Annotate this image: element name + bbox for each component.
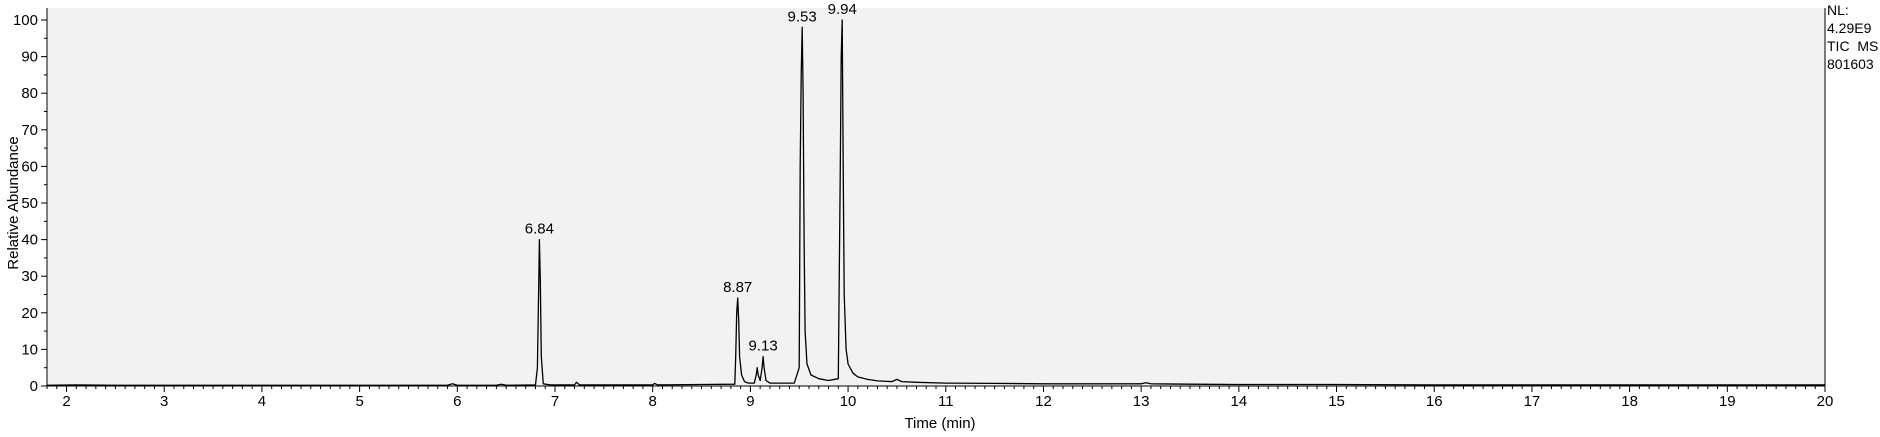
y-tick-label: 40 (21, 232, 38, 249)
plot-area (47, 8, 1825, 386)
x-tick-label: 12 (1035, 393, 1052, 410)
peak-label: 8.87 (723, 279, 752, 296)
x-tick-label: 18 (1621, 393, 1638, 410)
y-tick-label: 80 (21, 85, 38, 102)
x-tick-label: 8 (649, 393, 657, 410)
x-tick-label: 10 (840, 393, 857, 410)
x-tick-label: 4 (258, 393, 266, 410)
y-tick-label: 90 (21, 49, 38, 66)
x-tick-label: 3 (160, 393, 168, 410)
x-tick-label: 2 (62, 393, 70, 410)
y-tick-label: 70 (21, 122, 38, 139)
y-tick-label: 100 (13, 12, 38, 29)
x-tick-label: 15 (1328, 393, 1345, 410)
info-line-3: TIC MS (1827, 38, 1878, 54)
y-tick-label: 10 (21, 341, 38, 358)
x-tick-label: 6 (453, 393, 461, 410)
x-axis-title: Time (min) (904, 415, 975, 432)
peak-label: 9.53 (788, 8, 817, 25)
tick-labels: 2 3 4 5 6 7 8 9 10 11 12 13 14 15 16 17 18 19 20 0 10 20 30 40 5… (13, 12, 1833, 410)
y-tick-label: 30 (21, 268, 38, 285)
x-tick-label: 14 (1231, 393, 1248, 410)
x-tick-label: 19 (1719, 393, 1736, 410)
x-tick-label: 7 (551, 393, 559, 410)
y-axis-title: Relative Abundance (5, 136, 22, 269)
y-tick-label: 0 (30, 378, 38, 395)
x-tick-label: 5 (355, 393, 363, 410)
info-line-4: 801603 (1827, 56, 1874, 72)
x-tick-label: 17 (1524, 393, 1541, 410)
x-tick-label: 16 (1426, 393, 1443, 410)
tic-trace (46, 19, 1825, 386)
info-line-1: NL: (1827, 2, 1849, 18)
y-tick-label: 60 (21, 158, 38, 175)
peak-label: 9.94 (828, 1, 857, 18)
peak-label: 6.84 (525, 221, 554, 238)
x-tick-label: 20 (1817, 393, 1834, 410)
y-tick-label: 20 (21, 305, 38, 322)
normalization-info: NL: 4.29E9 TIC MS 801603 (1827, 2, 1878, 72)
x-tick-label: 11 (938, 393, 954, 410)
peak-label: 9.13 (748, 338, 777, 355)
y-tick-label: 50 (21, 195, 38, 212)
x-tick-label: 9 (746, 393, 754, 410)
peak-labels: 6.84 8.87 9.13 9.53 9.94 (525, 1, 857, 355)
x-tick-label: 13 (1133, 393, 1150, 410)
info-line-2: 4.29E9 (1827, 20, 1872, 36)
